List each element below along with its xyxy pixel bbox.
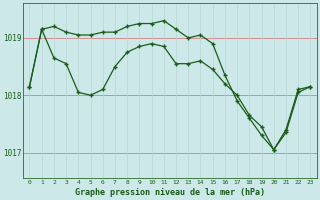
X-axis label: Graphe pression niveau de la mer (hPa): Graphe pression niveau de la mer (hPa) bbox=[75, 188, 265, 197]
